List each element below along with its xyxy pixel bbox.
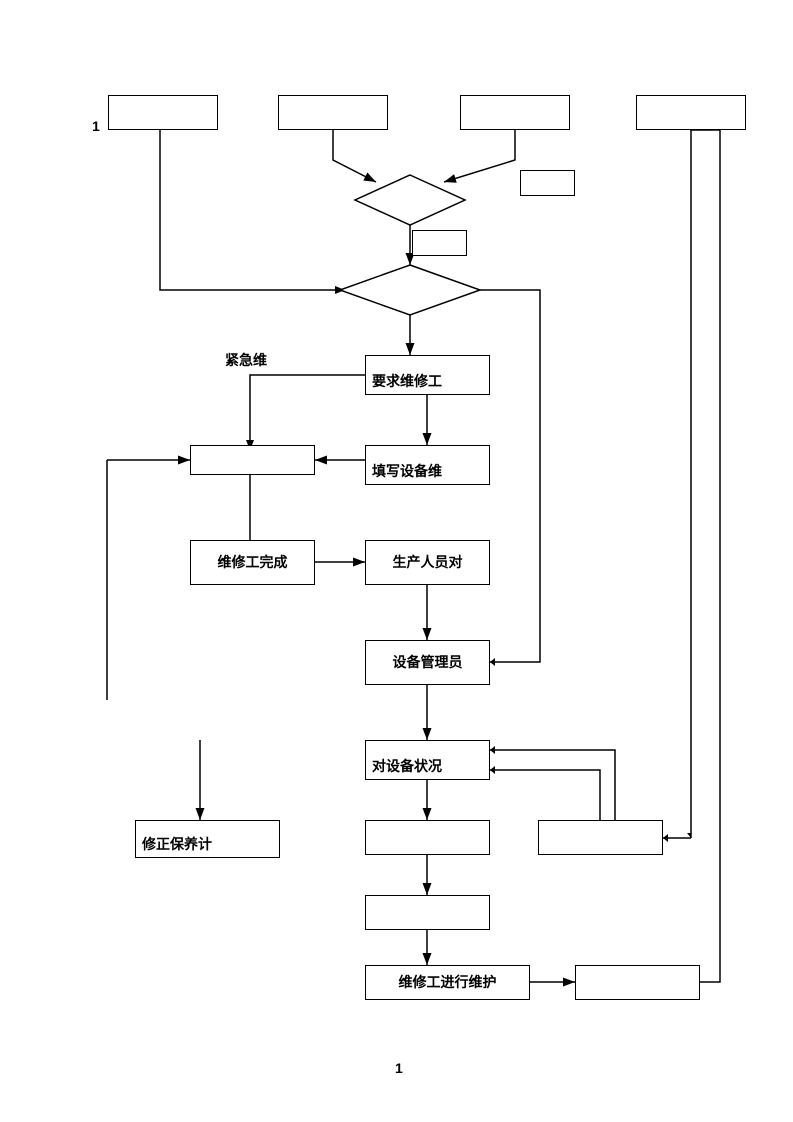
- node-top3: [460, 95, 570, 130]
- node-merge: [190, 445, 315, 475]
- node-top1: [108, 95, 218, 130]
- node-s1: [365, 820, 490, 855]
- node-maintenance-right: [575, 965, 700, 1000]
- node-equipment-status: 对设备状况: [365, 740, 490, 780]
- node-dia1-right-label: [520, 170, 575, 196]
- node-correct-plan: 修正保养计: [135, 820, 280, 858]
- node-maintenance: 维修工进行维护: [365, 965, 530, 1000]
- node-production-check: 生产人员对: [365, 540, 490, 585]
- node-s2: [365, 895, 490, 930]
- node-equipment-manager: 设备管理员: [365, 640, 490, 685]
- label-urgent: 紧急维: [225, 350, 267, 370]
- node-dia1-down-label: [412, 230, 467, 256]
- node-request-repair: 要求维修工: [365, 355, 490, 395]
- node-s1-right: [538, 820, 663, 855]
- page-number: 1: [395, 1060, 403, 1076]
- node-top2: [278, 95, 388, 130]
- node-fill-repair-form: 填写设备维: [365, 445, 490, 485]
- node-top4: [636, 95, 746, 130]
- label-1: 1: [92, 118, 100, 134]
- flowchart-canvas: 1 1 紧急维 要求维修工 填写设备维 维修工完成 生产人员对 设备管理员 对设…: [0, 0, 793, 1122]
- node-repair-done: 维修工完成: [190, 540, 315, 585]
